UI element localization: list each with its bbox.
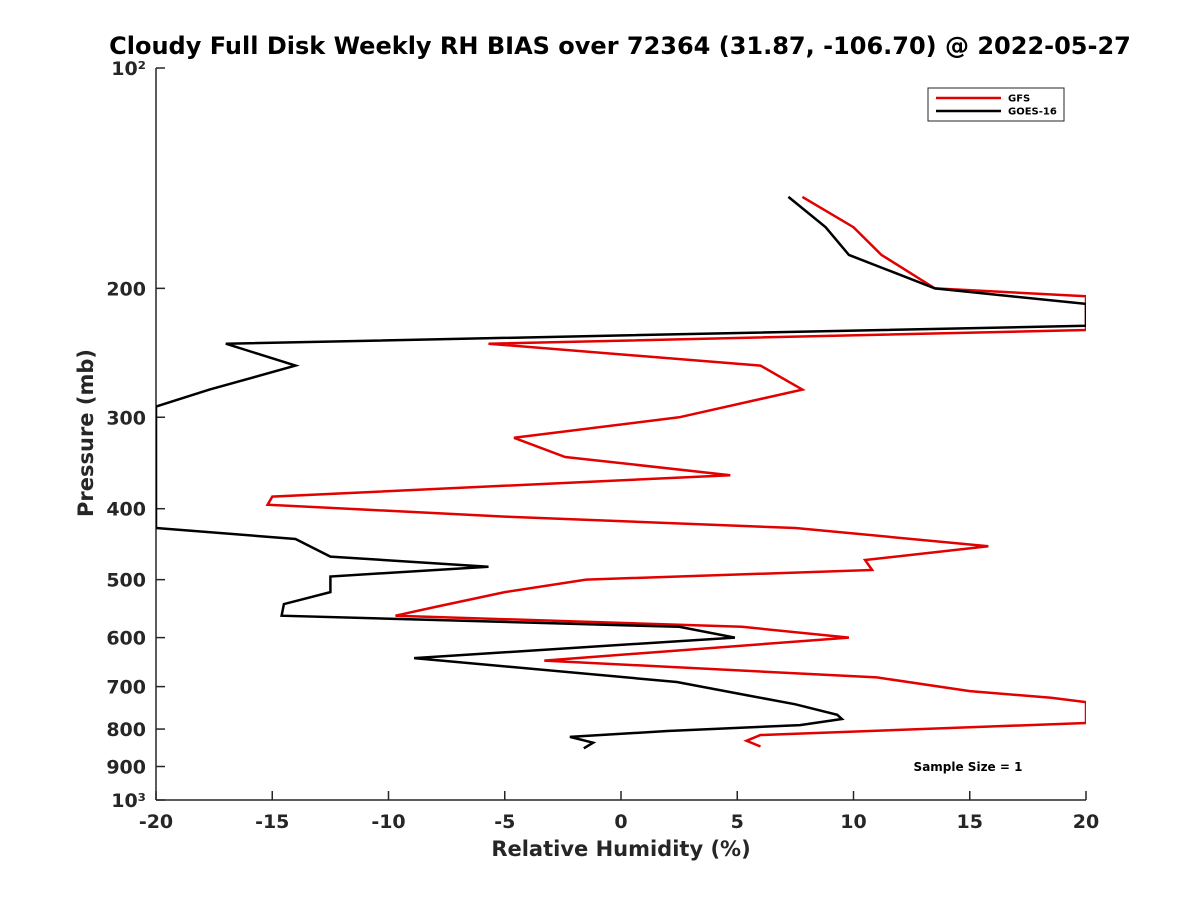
- y-axis-label: Pressure (mb): [74, 349, 98, 517]
- y-tick-label: 200: [106, 278, 146, 300]
- x-tick-label: 15: [957, 811, 983, 833]
- series-line-goes-16: [156, 195, 1086, 750]
- x-tick-label: -10: [371, 811, 405, 833]
- legend-label-goes16: GOES-16: [1008, 107, 1057, 118]
- y-tick-label: 900: [106, 757, 146, 779]
- x-tick-label: 5: [731, 811, 744, 833]
- x-tick-label: 10: [840, 811, 866, 833]
- y-tick-label: 500: [106, 570, 146, 592]
- x-tick-label: 0: [614, 811, 627, 833]
- y-ticks: 10² 200 300 400 500 600 700 800 900 10³: [106, 58, 165, 812]
- legend-box: [927, 87, 1065, 122]
- x-ticks: -20 -15 -10 -5 0 5 10 15 20: [139, 791, 1099, 833]
- x-tick-label: -5: [494, 811, 515, 833]
- y-tick-label: 10³: [111, 790, 146, 812]
- y-tick-label: 300: [106, 407, 146, 429]
- y-tick-label: 400: [106, 499, 146, 521]
- series-layer: [156, 195, 1086, 750]
- x-axis-label: Relative Humidity (%): [491, 837, 750, 861]
- chart-title: Cloudy Full Disk Weekly RH BIAS over 723…: [109, 32, 1131, 60]
- legend: GFS GOES-16: [927, 87, 1065, 122]
- y-tick-label: 10²: [111, 58, 146, 80]
- x-tick-label: -20: [139, 811, 173, 833]
- y-tick-label: 700: [106, 677, 146, 699]
- y-tick-label: 600: [106, 628, 146, 650]
- x-tick-label: 20: [1073, 811, 1099, 833]
- legend-label-gfs: GFS: [1008, 94, 1030, 105]
- y-tick-label: 800: [106, 719, 146, 741]
- sample-size-annotation: Sample Size = 1: [914, 760, 1023, 774]
- x-tick-label: -15: [255, 811, 289, 833]
- series-line-gfs: [265, 195, 1086, 748]
